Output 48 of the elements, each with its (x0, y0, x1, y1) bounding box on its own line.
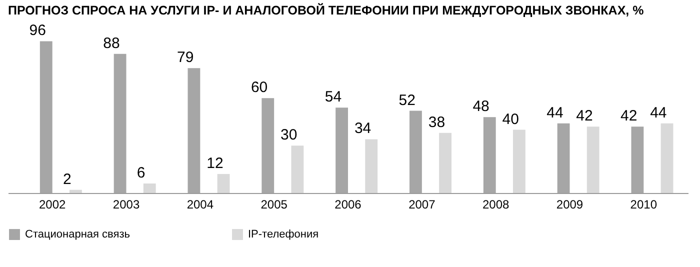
legend-label: Стационарная связь (25, 228, 130, 241)
bar (557, 123, 570, 193)
bar (365, 139, 378, 193)
chart-title: ПРОГНОЗ СПРОСА НА УСЛУГИ IP- И АНАЛОГОВОЙ ТЕЛЕФОНИИ ПРИ МЕЖДУГОРОДНЫХ ЗВОНКАХ, % (8, 2, 644, 18)
data-label: 52 (398, 92, 416, 109)
bar (336, 108, 348, 193)
x-tick-label: 2010 (630, 198, 658, 212)
x-tick-label: 2009 (556, 198, 584, 212)
bar (262, 98, 274, 193)
data-label: 30 (280, 126, 298, 144)
data-label: 88 (103, 34, 120, 52)
data-label: 2 (62, 170, 72, 188)
data-label: 42 (620, 108, 638, 125)
data-label: 96 (29, 22, 46, 40)
x-tick-label: 2008 (482, 198, 510, 212)
bar (439, 132, 452, 193)
data-label: 60 (250, 79, 268, 96)
bar (69, 190, 82, 193)
x-tick-label: 2005 (260, 198, 288, 212)
data-label: 44 (650, 104, 667, 122)
bar (409, 110, 422, 193)
bar (291, 146, 304, 193)
data-label: 38 (428, 114, 446, 131)
data-label: 42 (576, 108, 593, 125)
bar (631, 126, 644, 193)
bar (40, 41, 52, 193)
data-label: 79 (177, 49, 194, 66)
legend-label: IP-телефония (248, 228, 319, 241)
x-tick-label: 2004 (186, 198, 214, 212)
bar (217, 174, 230, 193)
x-tick-label: 2007 (408, 198, 436, 212)
bar (512, 130, 526, 193)
data-label: 44 (546, 104, 564, 122)
x-tick-label: 2002 (38, 198, 66, 212)
bar (143, 184, 156, 193)
bar (586, 126, 600, 193)
data-label: 6 (136, 164, 146, 182)
x-tick-label: 2006 (334, 198, 362, 212)
data-label: 48 (472, 98, 490, 116)
bar (660, 123, 674, 193)
data-label: 34 (354, 120, 372, 138)
x-tick-label: 2003 (112, 198, 140, 212)
bar (188, 68, 200, 193)
data-label: 12 (206, 155, 224, 172)
data-label: 54 (324, 88, 342, 106)
bar (114, 54, 126, 193)
data-label: 40 (502, 110, 519, 128)
bar (483, 117, 496, 193)
